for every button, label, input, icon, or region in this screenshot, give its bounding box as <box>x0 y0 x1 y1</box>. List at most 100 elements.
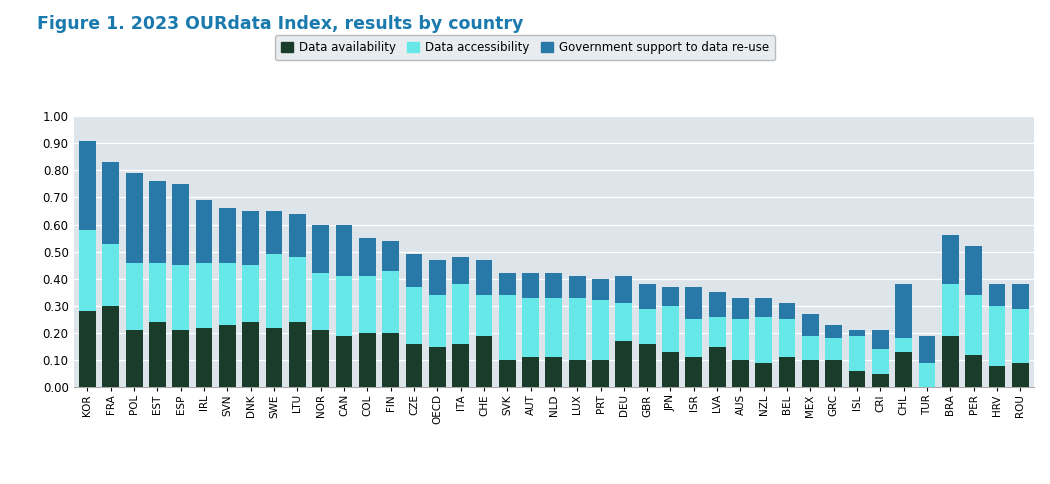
Bar <box>103 162 120 243</box>
Bar <box>755 298 772 317</box>
Bar <box>149 322 166 387</box>
Bar <box>732 360 749 387</box>
Bar <box>79 140 96 230</box>
Bar <box>825 360 842 387</box>
Bar <box>872 349 888 374</box>
Bar <box>988 284 1005 306</box>
Bar <box>79 311 96 387</box>
Bar <box>312 273 329 330</box>
Bar <box>988 306 1005 365</box>
Bar <box>686 357 702 387</box>
Bar <box>126 173 143 262</box>
Bar <box>266 255 282 328</box>
Bar <box>896 338 912 352</box>
Bar <box>359 276 376 333</box>
Bar <box>499 273 516 295</box>
Bar <box>686 287 702 319</box>
Bar <box>802 336 819 360</box>
Bar <box>965 355 982 387</box>
Bar <box>103 243 120 306</box>
Bar <box>382 241 399 271</box>
Bar <box>638 344 655 387</box>
Bar <box>289 257 306 322</box>
Bar <box>79 230 96 311</box>
Bar <box>289 214 306 257</box>
Bar <box>569 276 586 298</box>
Bar <box>1012 284 1029 309</box>
Bar <box>942 235 959 284</box>
Bar <box>615 276 632 303</box>
Bar <box>965 295 982 355</box>
Bar <box>732 298 749 319</box>
Bar <box>663 306 679 352</box>
Bar <box>476 336 492 387</box>
Bar <box>126 262 143 330</box>
Bar <box>382 333 399 387</box>
Bar <box>172 265 189 330</box>
Legend: Data availability, Data accessibility, Government support to data re-use: Data availability, Data accessibility, G… <box>275 35 775 60</box>
Bar <box>172 330 189 387</box>
Bar <box>988 365 1005 387</box>
Bar <box>149 181 166 262</box>
Bar <box>405 255 422 287</box>
Bar <box>195 328 212 387</box>
Bar <box>243 211 259 265</box>
Bar <box>219 325 236 387</box>
Bar <box>872 374 888 387</box>
Bar <box>779 319 796 357</box>
Bar <box>546 298 562 357</box>
Bar <box>453 344 469 387</box>
Bar <box>592 360 609 387</box>
Bar <box>289 322 306 387</box>
Bar <box>615 341 632 387</box>
Bar <box>336 336 353 387</box>
Bar <box>825 338 842 360</box>
Bar <box>919 363 936 387</box>
Bar <box>336 276 353 336</box>
Bar <box>709 292 726 317</box>
Bar <box>942 284 959 336</box>
Bar <box>405 344 422 387</box>
Bar <box>219 208 236 262</box>
Bar <box>848 330 865 336</box>
Bar <box>453 284 469 344</box>
Bar <box>592 301 609 360</box>
Bar <box>499 360 516 387</box>
Bar <box>195 262 212 328</box>
Bar <box>896 284 912 338</box>
Bar <box>802 314 819 336</box>
Bar <box>336 225 353 276</box>
Bar <box>686 319 702 357</box>
Bar <box>428 295 445 347</box>
Bar <box>428 347 445 387</box>
Bar <box>172 184 189 265</box>
Bar <box>848 336 865 371</box>
Bar <box>499 295 516 360</box>
Bar <box>779 303 796 319</box>
Bar <box>405 287 422 344</box>
Bar <box>546 357 562 387</box>
Bar <box>312 225 329 273</box>
Bar <box>592 279 609 301</box>
Bar <box>663 287 679 306</box>
Bar <box>569 360 586 387</box>
Bar <box>266 211 282 255</box>
Bar <box>942 336 959 387</box>
Bar <box>709 317 726 347</box>
Bar <box>266 328 282 387</box>
Bar <box>872 330 888 349</box>
Bar <box>1012 363 1029 387</box>
Bar <box>195 200 212 262</box>
Bar <box>965 246 982 295</box>
Bar <box>522 273 539 298</box>
Bar <box>919 336 936 363</box>
Bar <box>709 347 726 387</box>
Bar <box>149 262 166 322</box>
Bar <box>848 371 865 387</box>
Bar <box>638 309 655 344</box>
Bar <box>755 363 772 387</box>
Bar <box>802 360 819 387</box>
Text: Figure 1. 2023 OURdata Index, results by country: Figure 1. 2023 OURdata Index, results by… <box>37 15 523 32</box>
Bar <box>615 303 632 341</box>
Bar <box>522 357 539 387</box>
